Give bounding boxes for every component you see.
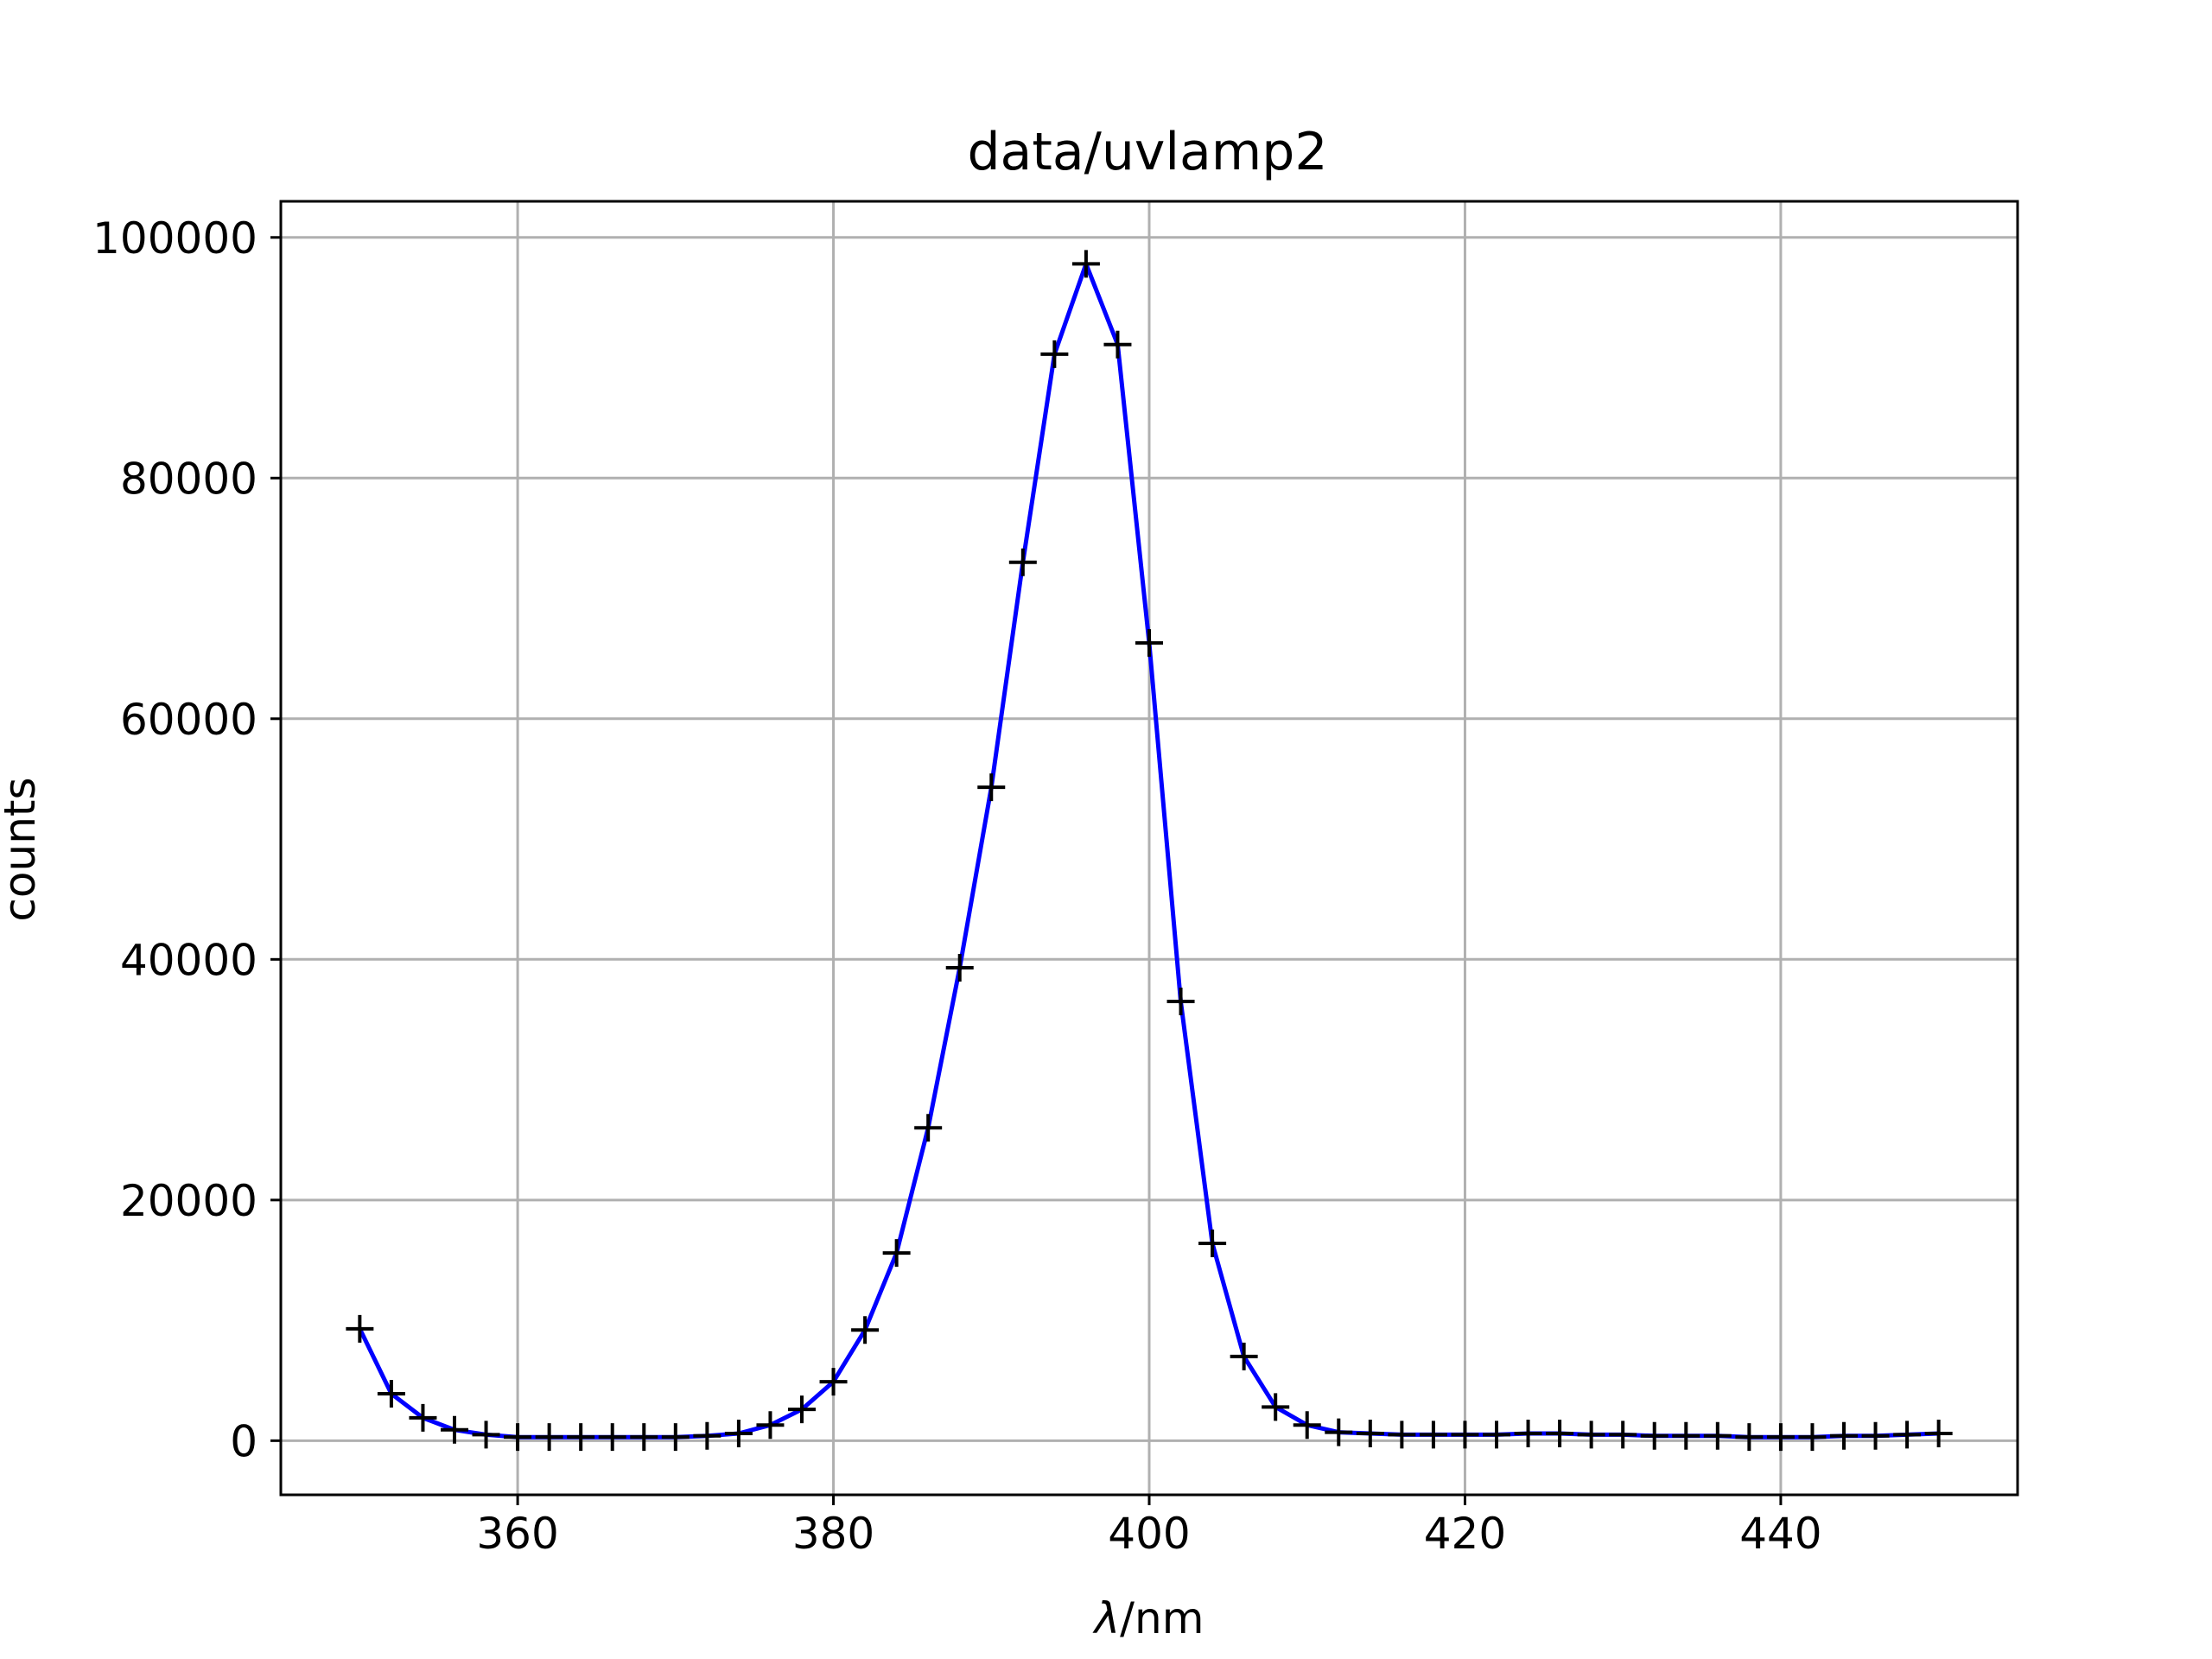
data-point xyxy=(472,1421,500,1449)
data-point xyxy=(661,1423,690,1452)
data-point xyxy=(945,954,974,982)
data-point xyxy=(1924,1419,1953,1447)
data-point xyxy=(1419,1421,1447,1449)
data-point xyxy=(1514,1419,1542,1447)
data-point xyxy=(1262,1393,1290,1421)
data-point xyxy=(630,1423,658,1452)
data-point xyxy=(819,1368,848,1396)
data-point xyxy=(914,1114,943,1142)
data-point xyxy=(409,1403,437,1432)
data-point xyxy=(1356,1419,1384,1447)
y-axis-label: counts xyxy=(0,777,45,921)
data-point xyxy=(567,1423,595,1452)
data-point xyxy=(1830,1421,1858,1450)
y-tick-label: 80000 xyxy=(120,454,257,504)
data-point xyxy=(788,1395,816,1424)
data-point xyxy=(851,1316,880,1344)
data-point xyxy=(535,1423,563,1452)
data-point xyxy=(693,1421,721,1450)
data-point xyxy=(1103,330,1132,359)
chart-title: data/uvlamp2 xyxy=(967,122,1327,182)
data-point xyxy=(756,1411,785,1440)
data-point xyxy=(1230,1342,1258,1370)
data-point xyxy=(1703,1421,1732,1450)
x-axis-label: λ/nm xyxy=(1092,1593,1205,1643)
data-point xyxy=(1640,1421,1669,1450)
x-tick-label: 380 xyxy=(792,1509,874,1559)
data-point xyxy=(724,1419,753,1447)
data-point xyxy=(1735,1423,1764,1452)
data-point xyxy=(1766,1423,1795,1452)
x-axis-unit: /nm xyxy=(1120,1593,1204,1643)
data-point xyxy=(1609,1421,1637,1449)
y-tick-label: 100000 xyxy=(92,213,257,264)
data-point xyxy=(598,1423,626,1452)
data-point xyxy=(1577,1421,1605,1449)
data-point xyxy=(1798,1423,1827,1452)
y-tick-label: 0 xyxy=(230,1416,257,1466)
data-point xyxy=(346,1314,374,1343)
data-point xyxy=(1672,1421,1700,1450)
x-tick-label: 420 xyxy=(1424,1509,1506,1559)
data-point xyxy=(441,1415,468,1444)
data-point xyxy=(1546,1419,1574,1447)
data-point xyxy=(1451,1421,1479,1449)
data-point xyxy=(1483,1421,1510,1449)
data-point xyxy=(977,773,1006,802)
data-point xyxy=(1071,250,1100,278)
data-point xyxy=(1166,988,1195,1016)
y-tick-label: 20000 xyxy=(120,1176,257,1226)
ticks-group: 360 380 400 420 440 0 20000 40000 60000 80000 1000… xyxy=(92,213,1822,1559)
data-point xyxy=(882,1239,911,1268)
grid xyxy=(281,201,2018,1495)
data-point xyxy=(377,1380,405,1408)
data-point xyxy=(504,1423,532,1452)
x-axis-symbol: λ xyxy=(1092,1593,1121,1643)
x-tick-label: 360 xyxy=(476,1509,558,1559)
data-point xyxy=(1293,1411,1321,1440)
data-point xyxy=(1008,548,1037,576)
markers-group xyxy=(346,250,1953,1452)
x-tick-label: 400 xyxy=(1108,1509,1190,1559)
y-tick-label: 60000 xyxy=(120,695,257,745)
data-point xyxy=(1893,1421,1922,1449)
data-point xyxy=(1198,1229,1227,1257)
data-point xyxy=(1040,340,1069,368)
y-tick-label: 40000 xyxy=(120,935,257,985)
x-tick-label: 440 xyxy=(1739,1509,1821,1559)
data-point xyxy=(1325,1418,1353,1446)
data-point xyxy=(1861,1421,1890,1450)
data-point xyxy=(1135,629,1163,658)
data-point xyxy=(1388,1421,1416,1449)
